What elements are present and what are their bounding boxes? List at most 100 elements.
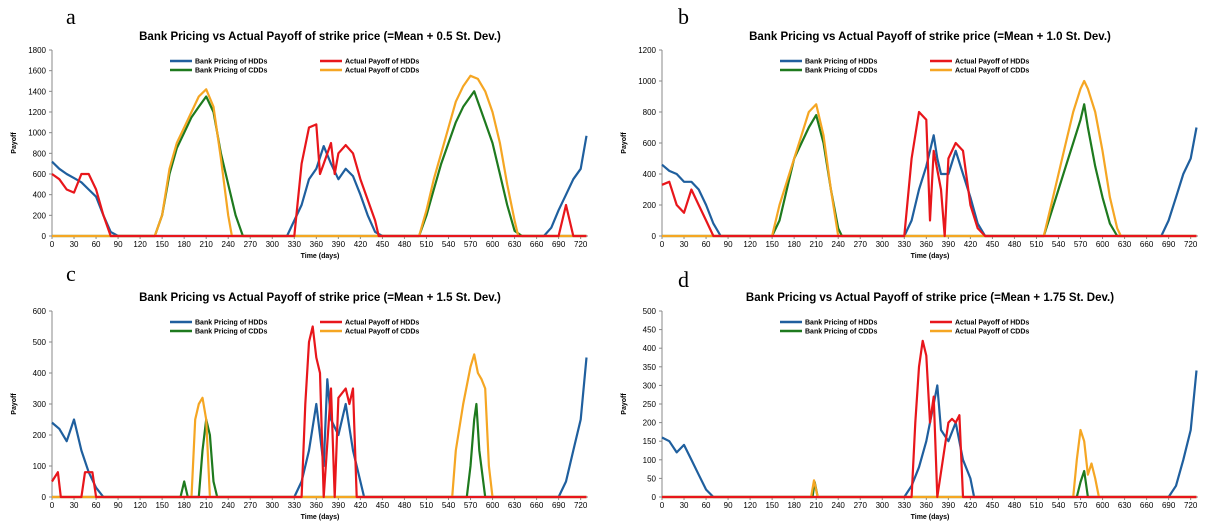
y-tick-label: 400	[643, 344, 657, 353]
series-line	[661, 110, 1197, 238]
x-tick-label: 90	[724, 240, 733, 249]
x-tick-label: 480	[1008, 501, 1022, 510]
chart-title: Bank Pricing vs Actual Payoff of strike …	[749, 31, 1111, 43]
y-tick-label: 1000	[638, 77, 656, 86]
y-tick-label: 50	[647, 474, 656, 483]
y-tick-label: 400	[33, 191, 47, 200]
series-line	[661, 127, 1198, 238]
x-tick-label: 300	[266, 501, 280, 510]
x-tick-label: 630	[508, 501, 522, 510]
x-tick-label: 60	[92, 501, 101, 510]
x-tick-label: 150	[155, 240, 169, 249]
series-line	[52, 402, 587, 499]
x-tick-label: 240	[832, 240, 846, 249]
y-tick-label: 1600	[28, 67, 46, 76]
y-tick-label: 1800	[28, 46, 46, 55]
x-tick-label: 540	[442, 501, 456, 510]
legend-label: Bank Pricing of HDDs	[805, 320, 877, 327]
x-tick-label: 240	[832, 501, 846, 510]
x-tick-label: 0	[660, 240, 665, 249]
series-line	[662, 428, 1197, 499]
y-tick-label: 250	[643, 400, 657, 409]
legend-label: Bank Pricing of CDDs	[195, 68, 267, 75]
x-tick-label: 540	[442, 240, 456, 249]
y-tick-label: 1400	[28, 87, 46, 96]
x-tick-label: 30	[70, 501, 79, 510]
x-tick-label: 390	[942, 240, 956, 249]
series-line	[52, 90, 587, 238]
x-tick-label: 720	[574, 240, 588, 249]
x-tick-label: 180	[787, 240, 801, 249]
x-tick-label: 0	[50, 240, 55, 249]
x-tick-label: 120	[133, 501, 147, 510]
x-tick-label: 420	[964, 240, 978, 249]
x-tick-label: 270	[854, 501, 868, 510]
x-tick-label: 510	[420, 240, 434, 249]
x-tick-label: 180	[177, 240, 191, 249]
y-tick-label: 0	[42, 232, 47, 241]
y-tick-label: 300	[643, 381, 657, 390]
x-tick-label: 480	[398, 240, 412, 249]
y-tick-label: 1200	[28, 108, 46, 117]
x-tick-label: 120	[743, 240, 757, 249]
chart-title: Bank Pricing vs Actual Payoff of strike …	[139, 292, 501, 304]
chart-title: Bank Pricing vs Actual Payoff of strike …	[139, 31, 501, 43]
y-tick-label: 350	[643, 363, 657, 372]
x-tick-label: 210	[810, 240, 824, 249]
x-tick-label: 510	[420, 501, 434, 510]
x-axis-label: Time (days)	[911, 514, 950, 521]
legend-label: Actual Payoff of CDDs	[345, 68, 419, 75]
legend-label: Bank Pricing of HDDs	[805, 59, 877, 66]
y-tick-label: 500	[643, 307, 657, 316]
series-line	[51, 325, 587, 499]
x-tick-label: 600	[1096, 501, 1110, 510]
x-tick-label: 150	[155, 501, 169, 510]
y-tick-label: 450	[643, 326, 657, 335]
x-tick-label: 240	[222, 501, 236, 510]
chart-panel-d: d Bank Pricing vs Actual Payoff of strik…	[610, 261, 1210, 522]
x-tick-label: 150	[765, 240, 779, 249]
x-tick-label: 690	[1162, 240, 1176, 249]
series-line	[51, 123, 587, 238]
legend-label: Bank Pricing of CDDs	[805, 329, 877, 336]
x-tick-label: 570	[464, 501, 478, 510]
x-tick-label: 720	[574, 501, 588, 510]
x-tick-label: 450	[986, 501, 1000, 510]
x-tick-label: 30	[70, 240, 79, 249]
series-line	[662, 469, 1197, 499]
x-tick-label: 540	[1052, 240, 1066, 249]
x-tick-label: 240	[222, 240, 236, 249]
y-tick-label: 0	[42, 493, 47, 502]
x-tick-label: 630	[508, 240, 522, 249]
x-axis-label: Time (days)	[301, 253, 340, 260]
x-tick-label: 330	[288, 240, 302, 249]
legend-label: Actual Payoff of HDDs	[955, 59, 1029, 66]
chart-panel-a: a Bank Pricing vs Actual Payoff of strik…	[0, 0, 600, 261]
y-axis-label: Payoff	[11, 132, 18, 154]
x-tick-label: 300	[266, 240, 280, 249]
series-line	[52, 353, 587, 499]
x-tick-label: 600	[486, 501, 500, 510]
x-tick-label: 120	[133, 240, 147, 249]
y-tick-label: 0	[652, 232, 657, 241]
x-tick-label: 690	[552, 501, 566, 510]
x-tick-label: 600	[1096, 240, 1110, 249]
x-tick-label: 210	[200, 240, 214, 249]
chart-b-svg: Bank Pricing vs Actual Payoff of strike …	[621, 31, 1198, 260]
x-tick-label: 0	[660, 501, 665, 510]
x-tick-label: 60	[92, 240, 101, 249]
x-tick-label: 600	[486, 240, 500, 249]
x-tick-label: 570	[464, 240, 478, 249]
x-tick-label: 360	[310, 240, 324, 249]
legend-label: Actual Payoff of HDDs	[345, 320, 419, 327]
y-tick-label: 200	[643, 419, 657, 428]
series-line	[662, 79, 1197, 238]
x-tick-label: 60	[702, 501, 711, 510]
x-tick-label: 360	[310, 501, 324, 510]
chart-a-svg: Bank Pricing vs Actual Payoff of strike …	[11, 31, 588, 260]
x-tick-label: 30	[680, 240, 689, 249]
legend-label: Bank Pricing of HDDs	[195, 59, 267, 66]
chart-panel-b: b Bank Pricing vs Actual Payoff of strik…	[610, 0, 1210, 261]
y-tick-label: 400	[643, 170, 657, 179]
x-tick-label: 330	[288, 501, 302, 510]
